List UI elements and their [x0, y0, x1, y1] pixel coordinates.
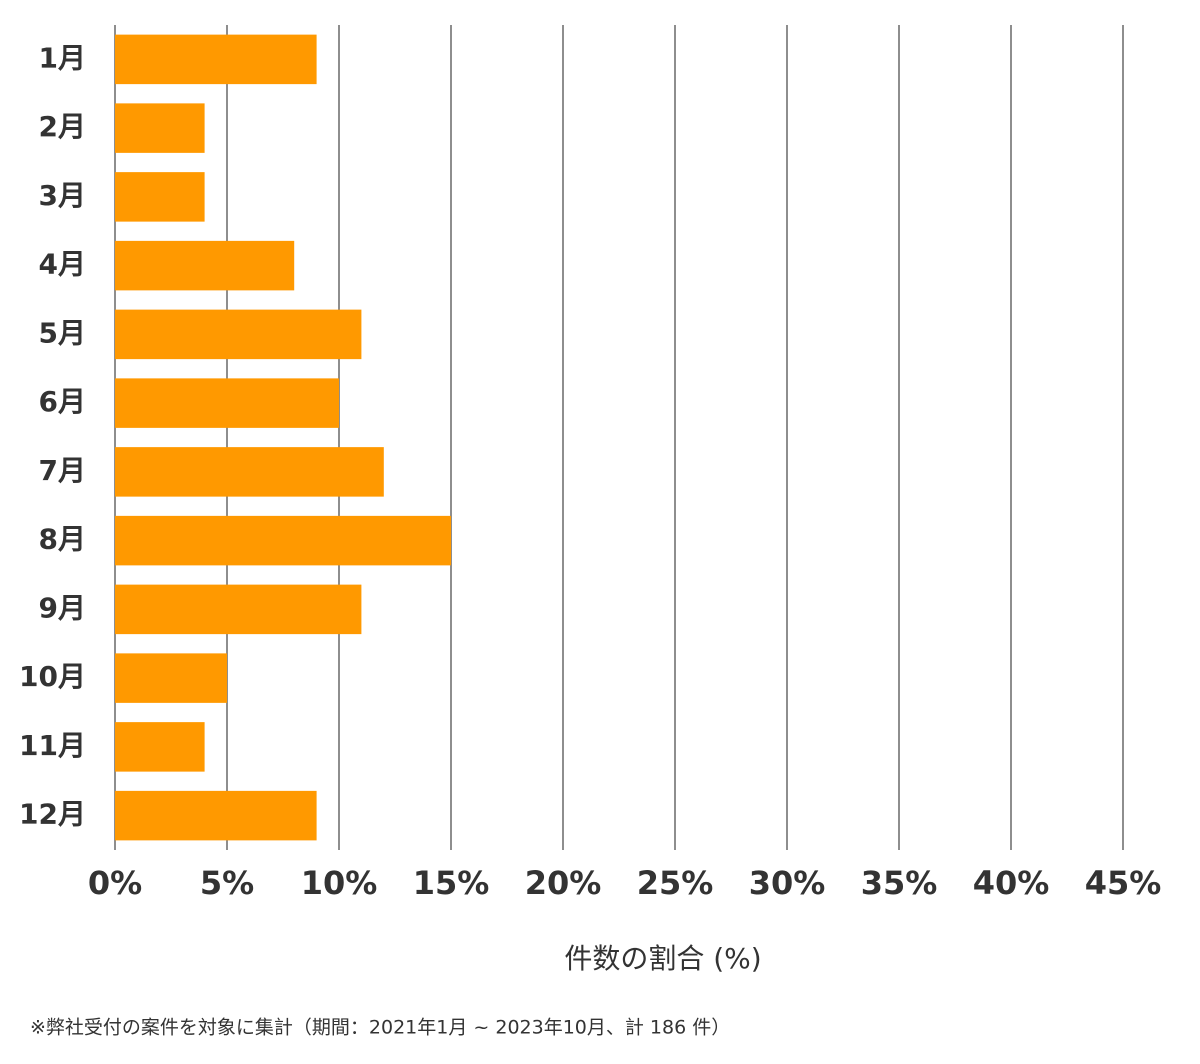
footnote: ※弊社受付の案件を対象に集計（期間：2021年1月 ~ 2023年10月、計 1…	[30, 1017, 730, 1039]
x-tick-label: 0%	[88, 864, 142, 902]
y-tick-label: 2月	[39, 110, 86, 143]
x-tick-label: 25%	[637, 864, 714, 902]
y-tick-label: 11月	[19, 729, 86, 762]
y-tick-label: 7月	[39, 454, 86, 487]
x-tick-label: 10%	[301, 864, 378, 902]
x-tick-label: 30%	[749, 864, 826, 902]
bar	[115, 722, 205, 772]
bar	[115, 584, 362, 635]
y-tick-label: 8月	[39, 523, 86, 556]
x-tick-label: 45%	[1085, 864, 1162, 902]
bar	[115, 515, 451, 566]
y-tick-label: 5月	[39, 316, 86, 349]
x-tick-label: 15%	[413, 864, 490, 902]
bar	[115, 378, 339, 428]
bar	[115, 103, 205, 153]
bar	[115, 34, 317, 85]
y-tick-label: 9月	[39, 591, 86, 624]
y-tick-label: 1月	[39, 41, 86, 74]
bar	[115, 172, 205, 222]
bar	[115, 447, 384, 497]
bar	[115, 653, 227, 703]
bar	[115, 790, 317, 841]
x-axis-title: 件数の割合 (%)	[564, 942, 761, 975]
bar	[115, 309, 362, 360]
x-tick-label: 35%	[861, 864, 938, 902]
x-tick-label: 40%	[973, 864, 1050, 902]
x-tick-label: 5%	[200, 864, 254, 902]
y-tick-label: 3月	[39, 179, 86, 212]
bar	[115, 240, 295, 291]
y-tick-label: 4月	[39, 248, 86, 281]
x-tick-label: 20%	[525, 864, 602, 902]
y-tick-label: 10月	[19, 660, 86, 693]
y-tick-label: 6月	[39, 385, 86, 418]
y-tick-label: 12月	[19, 798, 86, 831]
